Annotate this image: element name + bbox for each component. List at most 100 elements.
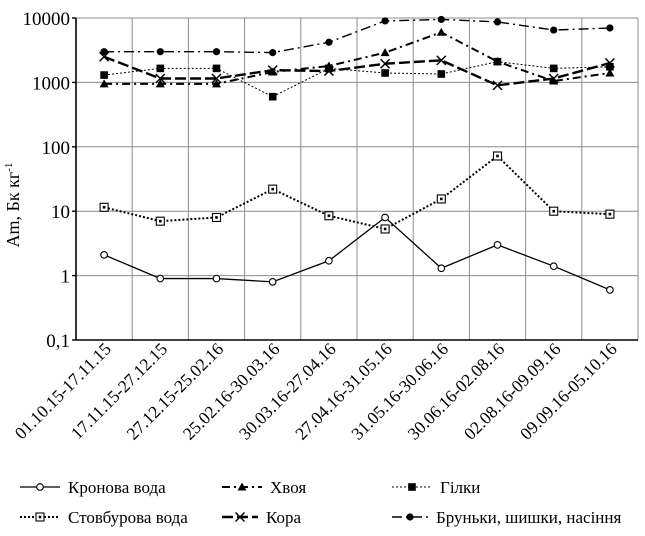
data-point [492, 80, 503, 91]
data-point [548, 73, 559, 84]
legend-label: Гілки [440, 478, 480, 497]
data-point [156, 274, 165, 283]
x-tick-label: 27.12.15-25.02.16 [122, 339, 227, 444]
data-point [605, 209, 615, 219]
data-point [268, 92, 277, 101]
data-point [437, 70, 446, 78]
data-point [99, 51, 110, 62]
data-point [156, 64, 165, 73]
y-axis-label-text: Am, Бк кг [3, 172, 23, 248]
data-point [493, 57, 502, 66]
data-point [212, 48, 221, 56]
x-tick-label: 17.11.15-27.12.15 [67, 339, 172, 444]
data-point [99, 79, 109, 88]
data-point [381, 213, 389, 222]
legend-marker [36, 483, 44, 491]
data-point [100, 250, 108, 259]
data-point [155, 216, 165, 226]
legend-marker [35, 512, 45, 522]
data-point [324, 211, 334, 221]
series-layer [99, 15, 615, 294]
x-tick-label: 01.10.15-17.11.15 [10, 339, 115, 444]
data-point [155, 79, 165, 88]
data-point [604, 57, 615, 69]
data-point [100, 71, 108, 79]
series-4 [99, 151, 615, 234]
legend-marker [408, 483, 416, 491]
legend-item: Кронова вода [20, 478, 166, 497]
data-point [437, 15, 445, 24]
legend-item: Хвоя [222, 478, 306, 497]
data-point [268, 67, 278, 76]
data-point [606, 286, 614, 294]
series-5 [99, 51, 615, 91]
legend-marker [406, 513, 414, 521]
y-tick-label: 0,1 [46, 331, 70, 352]
legend-marker [237, 482, 247, 491]
data-point [100, 48, 108, 56]
y-tick-labels: 0,1 1 10 100 1000 10000 [23, 9, 71, 352]
data-point [325, 256, 333, 265]
legend-item: Кора [222, 508, 301, 527]
legend-label: Кора [266, 508, 301, 527]
data-point [381, 17, 389, 25]
x-tick-label: 30.03.16-27.04.16 [235, 339, 340, 444]
series-1 [100, 213, 614, 294]
data-point [212, 274, 221, 283]
axes [72, 17, 638, 341]
data-point [380, 58, 391, 69]
data-point [436, 27, 446, 36]
data-point [436, 55, 447, 66]
legend-label: Кронова вода [68, 478, 166, 497]
data-point [269, 49, 277, 57]
legend: Кронова вода Хвоя Гілки Стовбурова вода Кора… [20, 478, 621, 527]
x-tick-label: 02.08.16-09.09.16 [460, 339, 565, 444]
x-tick-label: 31.05.16-30.06.16 [347, 339, 452, 444]
legend-label: Бруньки, шишки, насіння [436, 508, 621, 527]
series-line [103, 216, 611, 291]
data-point [325, 38, 333, 46]
data-point [211, 73, 222, 84]
data-point [493, 18, 502, 26]
data-point [212, 64, 221, 73]
series-line [103, 55, 611, 87]
y-tick-label: 100 [42, 138, 71, 159]
data-point [493, 241, 502, 249]
series-line [104, 31, 611, 85]
x-tick-label: 27.04.16-31.05.16 [291, 339, 396, 444]
data-point [606, 24, 614, 32]
data-point [549, 262, 558, 271]
y-axis-label: Am, Бк кг-1 [3, 163, 23, 248]
data-point [268, 277, 277, 286]
data-point [155, 73, 166, 84]
series-3 [100, 57, 614, 101]
data-point [380, 48, 390, 57]
y-tick-label: 10000 [23, 9, 71, 30]
data-point [550, 26, 558, 34]
y-tick-label: 1000 [32, 73, 70, 94]
x-tick-labels: 01.10.15-17.11.1517.11.15-27.12.1527.12.… [10, 339, 620, 444]
data-point [268, 184, 278, 194]
data-point [549, 64, 558, 73]
data-point [549, 206, 559, 216]
series-6 [100, 15, 614, 57]
data-point [212, 79, 221, 88]
data-point [267, 65, 278, 76]
data-point [492, 151, 503, 161]
x-tick-label: 30.06.16-02.08.16 [403, 339, 508, 444]
data-point [549, 76, 559, 85]
data-point [156, 48, 164, 56]
series-line [104, 61, 610, 98]
data-point [605, 68, 615, 77]
data-point [325, 64, 333, 73]
y-tick-label: 10 [51, 202, 70, 223]
legend-item: Стовбурова вода [20, 508, 188, 527]
legend-item: Гілки [392, 478, 480, 497]
data-point [606, 62, 614, 71]
y-axis-label-exponent: -1 [3, 163, 15, 172]
data-point [380, 224, 390, 234]
legend-marker [234, 511, 246, 523]
x-tick-label: 25.02.16-30.03.16 [179, 339, 284, 444]
y-tick-label: 1 [61, 267, 71, 288]
